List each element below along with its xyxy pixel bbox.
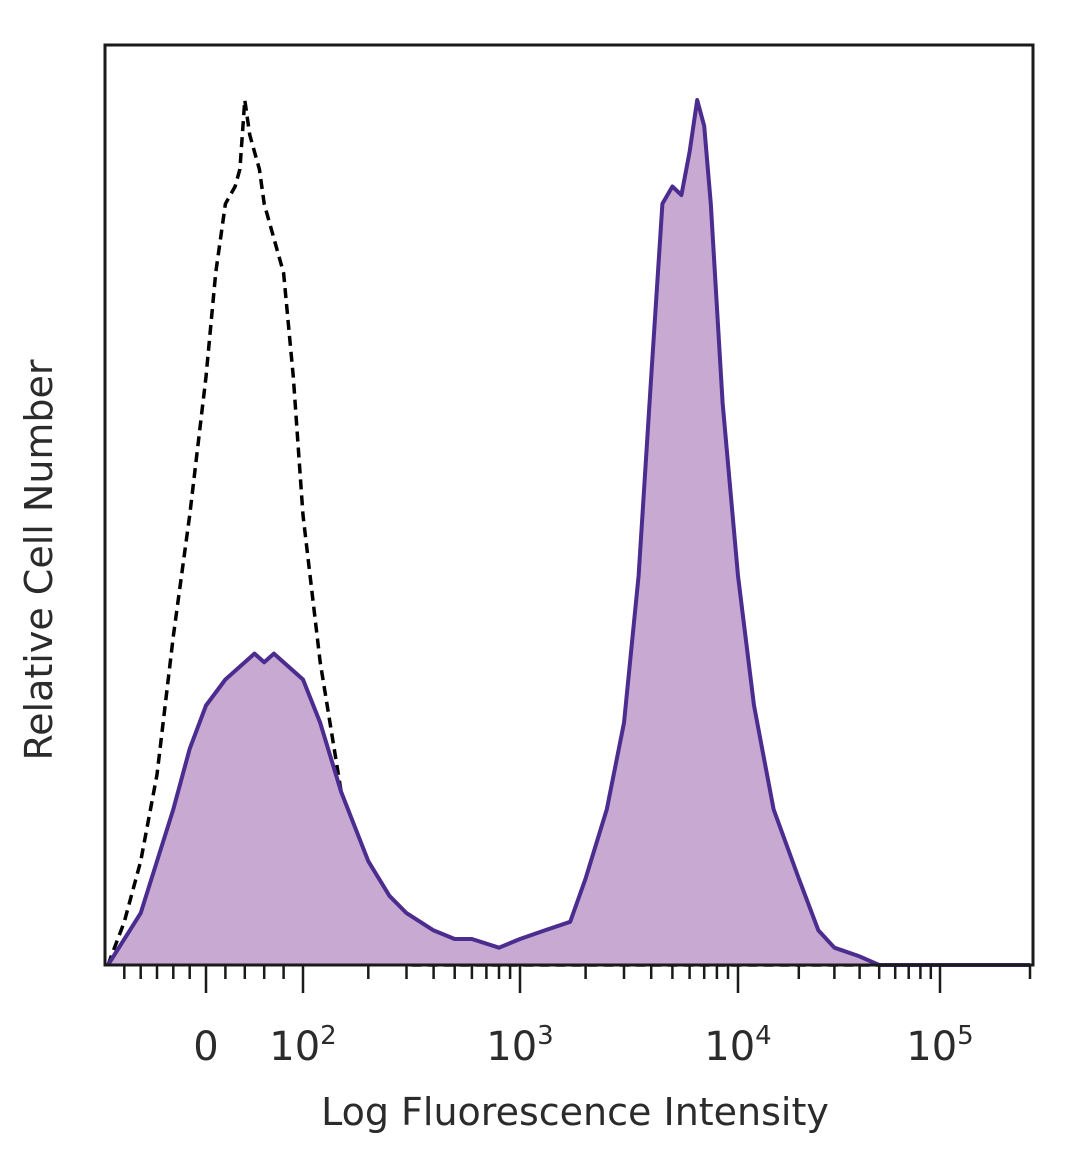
x-tick-label: 0 xyxy=(193,1024,218,1070)
x-axis-ticks xyxy=(123,965,1032,993)
x-tick-label: 105 xyxy=(906,1021,973,1070)
series-1-line xyxy=(106,98,1030,967)
x-tick-label: 102 xyxy=(269,1021,336,1070)
x-axis-tick-labels: 0 102 103 104 105 xyxy=(193,1021,973,1070)
plot-frame xyxy=(103,43,1035,967)
series-layer xyxy=(106,98,1030,967)
x-tick-label: 104 xyxy=(704,1021,771,1070)
series-1-fill xyxy=(108,100,1030,965)
x-tick-label: 103 xyxy=(486,1021,553,1070)
y-axis-title: Relative Cell Number xyxy=(17,359,61,760)
x-axis-title: Log Fluorescence Intensity xyxy=(321,1090,829,1134)
